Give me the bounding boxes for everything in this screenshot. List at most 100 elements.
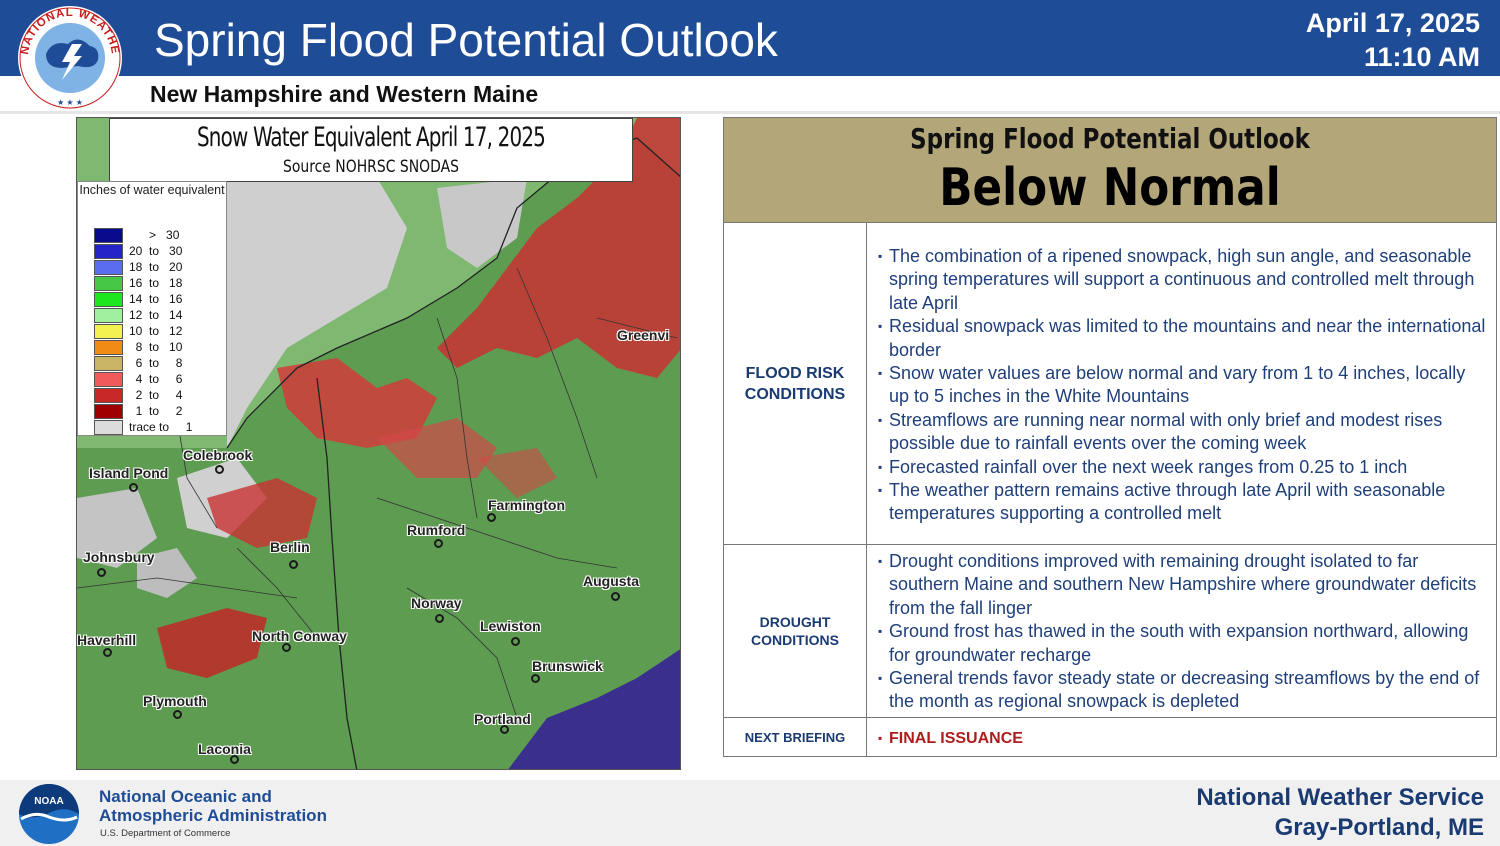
- legend-swatch: [94, 323, 123, 339]
- map-title-box: Snow Water Equivalent April 17, 2025 Sou…: [109, 118, 633, 182]
- city-marker: [511, 637, 520, 646]
- noaa-name-line2: Atmospheric Administration: [99, 806, 327, 825]
- legend-label: 14 to 16: [129, 292, 183, 306]
- city-label: Rumford: [407, 522, 466, 538]
- legend-swatch: [94, 339, 123, 355]
- outlook-status: Below Normal: [939, 158, 1281, 218]
- map-graphic: [77, 118, 680, 769]
- outlook-panel: Spring Flood Potential Outlook Below Nor…: [723, 117, 1497, 757]
- legend-label: 10 to 12: [129, 324, 183, 338]
- legend-swatch: [94, 291, 123, 307]
- legend-row: > 30: [94, 227, 219, 243]
- flood-risk-row: FLOOD RISK CONDITIONS The combination of…: [724, 223, 1496, 545]
- bullet-item: The combination of a ripened snowpack, h…: [878, 245, 1490, 315]
- flood-risk-bullets: The combination of a ripened snowpack, h…: [878, 245, 1490, 526]
- legend-swatch: [94, 371, 123, 387]
- city-marker: [282, 643, 291, 652]
- legend-label: 20 to 30: [129, 244, 183, 258]
- city-marker: [215, 465, 224, 474]
- city-label: Lewiston: [480, 618, 541, 634]
- legend-row: 10 to 12: [94, 323, 219, 339]
- nws-logo: NATIONAL WEATHER SERVICE ★ ★ ★: [12, 4, 122, 110]
- drought-bullets: Drought conditions improved with remaini…: [878, 550, 1490, 714]
- city-marker: [97, 568, 106, 577]
- map-title: Snow Water Equivalent April 17, 2025: [196, 122, 546, 153]
- nws-office-line2: Gray-Portland, ME: [1274, 814, 1484, 841]
- bullet-item: Streamflows are running near normal with…: [878, 409, 1490, 456]
- legend-label: 8 to 10: [129, 340, 183, 354]
- legend-label: 12 to 14: [129, 308, 183, 322]
- legend-swatch: [94, 355, 123, 371]
- legend-row: 1 to 2: [94, 403, 219, 419]
- drought-label: DROUGHT CONDITIONS: [724, 545, 867, 717]
- legend-row: 2 to 4: [94, 387, 219, 403]
- drought-row: DROUGHT CONDITIONS Drought conditions im…: [724, 545, 1496, 718]
- map-legend: Inches of water equivalent > 30 20 to 30 1…: [77, 181, 227, 436]
- legend-swatch: [94, 403, 123, 419]
- page-title: Spring Flood Potential Outlook: [154, 14, 778, 66]
- legend-swatch: [94, 307, 123, 323]
- legend-swatch: [94, 243, 123, 259]
- nws-office: National Weather Service Gray-Portland, …: [1196, 783, 1484, 843]
- legend-row: 6 to 8: [94, 355, 219, 371]
- city-marker: [434, 539, 443, 548]
- legend-row: trace to 1: [94, 419, 219, 435]
- bullet-item: Ground frost has thawed in the south wit…: [878, 620, 1490, 667]
- legend-label: 6 to 8: [129, 356, 183, 370]
- city-label: Greenvi: [617, 327, 670, 343]
- bullet-item: General trends favor steady state or dec…: [878, 667, 1490, 714]
- city-label: Plymouth: [143, 693, 207, 709]
- legend-swatch: [94, 387, 123, 403]
- next-briefing-value: FINAL ISSUANCE: [878, 727, 1490, 751]
- header-band: [0, 0, 1500, 76]
- swe-map: Snow Water Equivalent April 17, 2025 Sou…: [76, 117, 681, 770]
- city-label: Island Pond: [89, 465, 169, 481]
- noaa-name-line1: National Oceanic and: [99, 787, 272, 806]
- noaa-name: National Oceanic and Atmospheric Adminis…: [99, 787, 327, 825]
- city-marker: [289, 560, 298, 569]
- city-marker: [487, 513, 496, 522]
- issue-date: April 17, 2025: [1305, 8, 1480, 38]
- bullet-item: Snow water values are below normal and v…: [878, 362, 1490, 409]
- bullet-item: Residual snowpack was limited to the mou…: [878, 315, 1490, 362]
- legend-row: 8 to 10: [94, 339, 219, 355]
- city-marker: [129, 483, 138, 492]
- legend-row: 16 to 18: [94, 275, 219, 291]
- city-label: Laconia: [198, 741, 251, 757]
- subheader-band: [0, 76, 1500, 114]
- bullet-item: Forecasted rainfall over the next week r…: [878, 456, 1490, 480]
- city-marker: [230, 755, 239, 764]
- legend-label: 16 to 18: [129, 276, 183, 290]
- final-issuance-text: FINAL ISSUANCE: [878, 727, 1490, 751]
- next-briefing-row: NEXT BRIEFING FINAL ISSUANCE: [724, 718, 1496, 757]
- legend-row: 12 to 14: [94, 307, 219, 323]
- svg-text:★ ★ ★: ★ ★ ★: [57, 98, 83, 107]
- issue-time: 11:10 AM: [1363, 42, 1480, 72]
- city-marker: [173, 710, 182, 719]
- legend-swatch: [94, 259, 123, 275]
- nws-office-line1: National Weather Service: [1196, 784, 1484, 811]
- city-marker: [500, 725, 509, 734]
- city-label: Farmington: [488, 497, 565, 513]
- city-label: Haverhill: [77, 632, 137, 648]
- legend-label: 4 to 6: [129, 372, 183, 386]
- legend-swatch: [94, 419, 123, 435]
- legend-row: 4 to 6: [94, 371, 219, 387]
- city-marker: [531, 674, 540, 683]
- legend-label: trace to 1: [129, 420, 193, 434]
- legend-label: 1 to 2: [129, 404, 183, 418]
- next-briefing-label: NEXT BRIEFING: [724, 718, 867, 757]
- page-subtitle: New Hampshire and Western Maine: [150, 81, 539, 107]
- legend-swatch: [94, 275, 123, 291]
- city-label: Portland: [474, 711, 531, 727]
- legend-row: 14 to 16: [94, 291, 219, 307]
- city-marker: [103, 648, 112, 657]
- legend-rows: > 30 20 to 30 18 to 20 16 to 18 14 to 16 12 t…: [94, 227, 219, 435]
- legend-swatch: [94, 227, 123, 243]
- noaa-logo: NOAA: [19, 784, 79, 844]
- city-label: Colebrook: [183, 447, 253, 463]
- legend-title: Inches of water equivalent: [79, 183, 225, 197]
- bullet-item: The weather pattern remains active throu…: [878, 479, 1490, 526]
- legend-row: 18 to 20: [94, 259, 219, 275]
- legend-label: 2 to 4: [129, 388, 183, 402]
